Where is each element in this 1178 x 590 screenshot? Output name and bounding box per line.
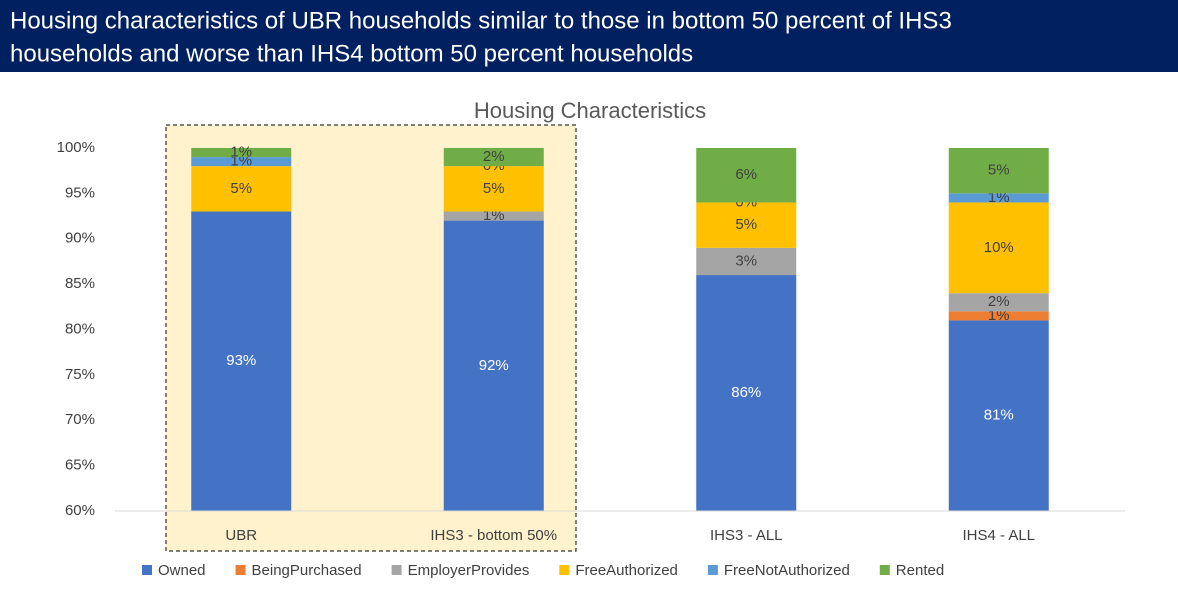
legend-label: Rented	[896, 562, 944, 579]
bar-segment	[948, 311, 1049, 321]
bar-segment	[948, 148, 1049, 194]
bar-segment	[696, 247, 797, 276]
y-tick-label: 85%	[65, 275, 95, 292]
data-label: 5%	[483, 180, 505, 197]
legend-label: Owned	[158, 562, 206, 579]
bar-segment	[191, 211, 292, 511]
bar-segment	[696, 275, 797, 511]
data-label: 86%	[731, 384, 761, 401]
data-label: 92%	[479, 357, 509, 374]
title-bar	[0, 0, 1178, 72]
data-label: 2%	[988, 293, 1010, 310]
bar-segment	[948, 320, 1049, 511]
bar-segment	[696, 202, 797, 248]
data-label: 3%	[735, 252, 757, 269]
legend-swatch	[142, 565, 152, 575]
bar-segment	[696, 148, 797, 203]
bar-segment	[948, 193, 1049, 203]
data-label: 81%	[984, 407, 1014, 424]
x-tick-label: IHS3 - bottom 50%	[430, 527, 557, 544]
slide-title: Housing characteristics of UBR household…	[10, 7, 952, 34]
data-label: 5%	[735, 216, 757, 233]
legend-swatch	[879, 565, 890, 575]
x-tick-label: UBR	[225, 527, 257, 544]
legend-swatch	[235, 565, 246, 575]
y-tick-label: 75%	[65, 366, 95, 383]
data-label: 93%	[226, 352, 256, 369]
y-tick-label: 90%	[65, 230, 95, 247]
data-label: 5%	[988, 162, 1010, 179]
bar-segment	[191, 166, 292, 212]
data-label: 10%	[984, 239, 1014, 256]
y-tick-label: 100%	[57, 139, 95, 156]
legend-swatch	[391, 565, 402, 575]
legend-swatch	[559, 565, 570, 575]
bar-segment	[191, 157, 292, 167]
x-tick-label: IHS4 - ALL	[962, 527, 1035, 544]
y-tick-label: 65%	[65, 457, 95, 474]
legend-label: FreeNotAuthorized	[724, 562, 850, 579]
bar-segment	[191, 148, 292, 158]
chart-title: Housing Characteristics	[474, 98, 706, 123]
bar-segment	[443, 148, 544, 167]
legend-label: EmployerProvides	[408, 562, 530, 579]
legend-swatch	[707, 565, 718, 575]
bar-segment	[948, 202, 1049, 294]
data-label: 5%	[230, 180, 252, 197]
y-tick-label: 95%	[65, 184, 95, 201]
data-label: 2%	[483, 148, 505, 165]
bar-segment	[948, 293, 1049, 312]
y-tick-label: 80%	[65, 320, 95, 337]
bar-segment	[443, 211, 544, 221]
y-tick-label: 60%	[65, 502, 95, 519]
x-tick-label: IHS3 - ALL	[710, 527, 783, 544]
data-label: 1%	[230, 144, 252, 161]
legend-label: BeingPurchased	[252, 562, 362, 579]
bar-segment	[443, 220, 544, 511]
legend-label: FreeAuthorized	[575, 562, 678, 579]
y-tick-label: 70%	[65, 411, 95, 428]
data-label: 6%	[735, 166, 757, 183]
bar-segment	[443, 166, 544, 212]
slide-title: households and worse than IHS4 bottom 50…	[10, 40, 693, 67]
